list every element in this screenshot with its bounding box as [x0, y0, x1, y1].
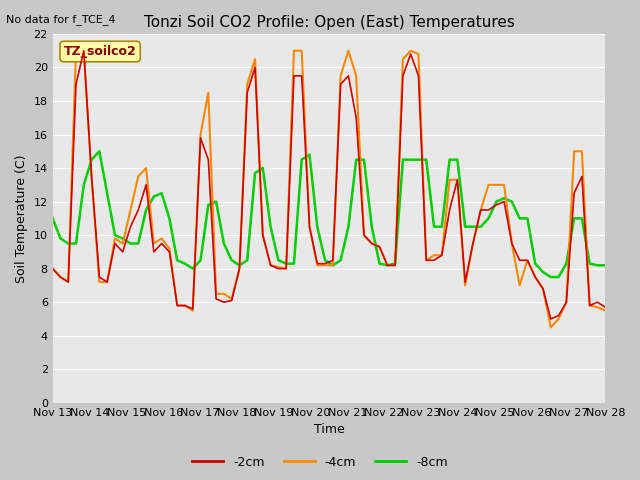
Text: No data for f_TCE_4: No data for f_TCE_4 [6, 14, 116, 25]
X-axis label: Time: Time [314, 423, 344, 436]
Legend: -2cm, -4cm, -8cm: -2cm, -4cm, -8cm [187, 451, 453, 474]
Y-axis label: Soil Temperature (C): Soil Temperature (C) [15, 154, 28, 283]
Title: Tonzi Soil CO2 Profile: Open (East) Temperatures: Tonzi Soil CO2 Profile: Open (East) Temp… [143, 15, 515, 30]
Text: TZ_soilco2: TZ_soilco2 [64, 45, 136, 58]
